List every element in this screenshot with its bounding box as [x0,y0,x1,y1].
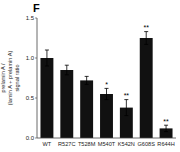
error-cap [45,50,49,51]
x-axis [37,138,176,139]
error-line [166,125,167,131]
y-tick [35,18,37,19]
x-tick-label: R644H [157,141,174,147]
x-tick-label: R527C [58,141,75,147]
chart: *******0.00.51.01.5WTR527CT528MM540TK542… [0,0,180,152]
significance-label: * [105,81,108,88]
error-cap [124,99,128,100]
error-line [106,88,107,99]
y-axis-label-line: prelamin A / [0,63,6,93]
bar [60,70,73,138]
error-bar [45,50,49,66]
error-cap [164,131,168,132]
error-cap [124,115,128,116]
x-tick-label: M540T [98,141,116,147]
error-cap [105,99,109,100]
bar [40,58,53,138]
y-axis [37,18,38,138]
error-cap [164,125,168,126]
y-axis-label-line: (lamin A + prelamin A) [7,51,13,106]
error-line [86,76,87,84]
error-cap [85,84,89,85]
y-tick-label: 1.0 [26,55,35,61]
error-bar [85,76,89,84]
bar [80,80,93,138]
x-tick-label: G608S [138,141,156,147]
y-tick-label: 0.5 [26,95,35,101]
error-cap [85,76,89,77]
error-bar [105,88,109,99]
significance-label: ** [143,24,149,31]
title: F [33,2,40,14]
error-cap [144,31,148,32]
bar [140,38,153,138]
error-bar [144,32,148,45]
error-cap [65,65,69,66]
x-tick-label: T528M [78,141,96,147]
y-axis-label: prelamin A /(lamin A + prelamin A)signal… [0,51,20,106]
significance-label: ** [163,118,169,125]
error-line [146,32,147,45]
plot-area [40,32,172,138]
y-tick-label: 0.0 [26,135,35,141]
error-cap [45,66,49,67]
error-cap [65,74,69,75]
bar [100,94,113,138]
y-tick [35,98,37,99]
error-bar [164,125,168,131]
error-line [126,100,127,116]
y-tick-label: 1.5 [26,15,35,21]
x-tick-label: WT [43,141,52,147]
error-cap [144,44,148,45]
y-tick [35,58,37,59]
error-bar [65,65,69,75]
y-axis-label-line: signal ratio [14,64,20,91]
error-line [46,50,47,66]
error-bar [124,100,128,116]
error-line [66,65,67,75]
y-tick [35,138,37,139]
error-cap [105,88,109,89]
x-tick-label: K542N [118,141,135,147]
significance-label: ** [124,92,130,99]
